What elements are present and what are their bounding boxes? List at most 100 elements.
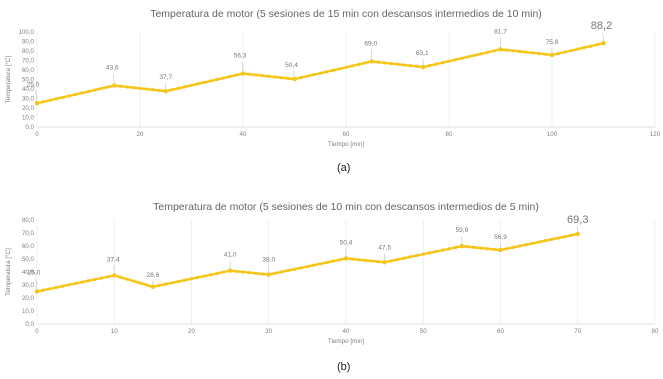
data-point — [601, 41, 606, 46]
data-label: 56,9 — [494, 234, 507, 241]
series-marker — [54, 97, 58, 101]
x-tick-label: 20 — [137, 131, 144, 138]
series-marker — [402, 63, 406, 67]
data-label: 47,5 — [378, 244, 391, 251]
series-marker — [99, 276, 103, 280]
series-marker — [318, 71, 322, 75]
x-tick-label: 70 — [574, 328, 581, 335]
series-marker — [305, 74, 309, 78]
series-marker — [337, 258, 342, 262]
series-marker — [99, 86, 103, 91]
series-marker — [215, 271, 219, 275]
series-marker — [305, 264, 309, 269]
series-marker — [144, 283, 149, 287]
series-marker — [363, 258, 367, 262]
series-marker — [260, 74, 264, 78]
data-label: 59,9 — [455, 227, 468, 234]
data-label: 37,4 — [107, 256, 120, 263]
data-label: 41,0 — [224, 252, 237, 259]
series-marker — [74, 92, 78, 97]
series-marker — [350, 257, 355, 261]
series-marker — [189, 83, 194, 87]
series-marker — [434, 62, 438, 66]
series-marker — [106, 85, 110, 89]
series-marker — [215, 77, 219, 82]
series-marker — [447, 247, 451, 251]
y-tick-label: 40,0 — [22, 86, 35, 93]
x-axis-label: Tiempo [min] — [328, 338, 364, 345]
x-tick-label: 120 — [650, 131, 661, 138]
series-marker — [202, 80, 206, 84]
series-marker — [61, 284, 65, 288]
data-label: 50,4 — [340, 239, 353, 246]
series-marker — [556, 236, 561, 240]
series-marker — [357, 258, 361, 262]
series-marker — [563, 50, 567, 54]
series-marker — [389, 61, 393, 66]
series-marker — [267, 74, 271, 78]
data-label: 69,0 — [364, 40, 377, 47]
data-label: 63,1 — [416, 50, 429, 57]
series-marker — [376, 260, 380, 264]
data-point — [34, 289, 40, 294]
data-point — [227, 268, 233, 273]
y-tick-label: 60,0 — [22, 243, 35, 250]
series-marker — [202, 274, 206, 278]
y-tick-label: 30,0 — [22, 282, 35, 289]
y-tick-label: 10,0 — [22, 115, 35, 122]
series-marker — [144, 87, 149, 91]
series-marker — [389, 259, 393, 263]
series-marker — [254, 271, 258, 275]
y-tick-label: 30,0 — [22, 96, 35, 103]
series-marker — [589, 44, 593, 48]
data-point — [459, 243, 465, 249]
data-label: 25,0 — [28, 270, 41, 277]
series-marker — [505, 48, 509, 52]
series-marker — [350, 64, 355, 68]
series-marker — [357, 62, 361, 66]
series-marker — [41, 288, 46, 292]
series-marker — [531, 241, 535, 245]
series-marker — [370, 259, 374, 263]
x-tick-label: 0 — [35, 328, 39, 335]
data-label: 56,3 — [234, 53, 247, 60]
y-tick-label: 0,0 — [25, 321, 34, 328]
y-tick-label: 0,0 — [25, 124, 34, 131]
series-marker — [299, 266, 303, 270]
chart-title: Temperatura de motor (5 sesiones de 10 m… — [153, 201, 539, 213]
series-marker — [331, 68, 335, 72]
series-marker — [312, 73, 316, 77]
data-label: 38,0 — [262, 257, 275, 264]
series-marker — [563, 234, 567, 239]
leader-line — [35, 278, 38, 290]
series-marker — [511, 245, 515, 249]
y-tick-label: 80,0 — [22, 48, 35, 55]
series-marker — [318, 262, 322, 266]
y-tick-label: 50,0 — [22, 77, 35, 84]
series-marker — [331, 259, 335, 263]
data-point — [498, 47, 503, 52]
series-marker — [569, 48, 573, 53]
series-marker — [48, 287, 52, 291]
series-marker — [209, 273, 213, 277]
series-marker — [157, 88, 161, 93]
x-tick-label: 80 — [652, 328, 659, 335]
series-marker — [312, 263, 316, 267]
data-point — [549, 52, 555, 58]
y-axis-label: Temperatura [°C] — [4, 55, 12, 103]
series-marker — [466, 55, 470, 59]
chart-a: Temperatura de motor (5 sesiones de 15 m… — [4, 8, 661, 148]
chart-b: Temperatura de motor (5 sesiones de 10 m… — [4, 201, 659, 345]
leader-line — [241, 61, 244, 72]
series-marker — [325, 70, 329, 74]
series-marker — [505, 247, 509, 251]
series-marker — [86, 279, 91, 283]
y-axis-label: Temperatura [°C] — [4, 248, 12, 296]
data-point — [421, 64, 426, 70]
series-marker — [479, 246, 483, 250]
series-marker — [428, 251, 432, 255]
series-marker — [183, 85, 187, 89]
series-marker — [54, 285, 58, 290]
y-tick-label: 90,0 — [22, 39, 35, 46]
series-marker — [408, 255, 412, 259]
